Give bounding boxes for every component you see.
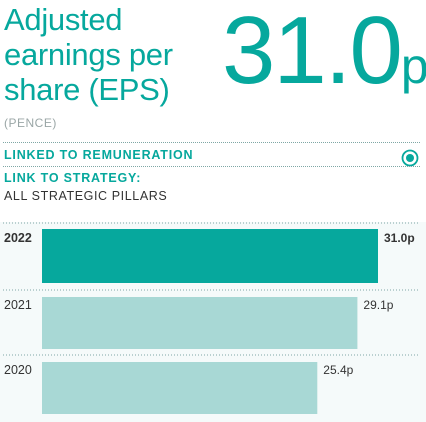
remuneration-label: LINKED TO REMUNERATION xyxy=(4,148,194,162)
chart-title: Adjusted earnings per share (EPS) xyxy=(4,2,173,107)
strategy-text: ALL STRATEGIC PILLARS xyxy=(4,189,168,203)
strategy-heading: LINK TO STRATEGY: xyxy=(4,171,142,185)
value-label-2020: 25.4p xyxy=(323,363,353,377)
headline-number: 31.0 xyxy=(222,0,403,104)
target-icon xyxy=(401,149,419,167)
value-label-2022: 31.0p xyxy=(384,231,415,245)
category-label-2020: 2020 xyxy=(4,363,32,377)
headline-value: 31.0p xyxy=(222,0,426,121)
divider xyxy=(3,166,420,167)
divider xyxy=(3,142,420,143)
category-label-2022: 2022 xyxy=(4,231,32,245)
headline-unit: p xyxy=(400,38,426,94)
bar-2020 xyxy=(42,362,318,414)
unit-label: (PENCE) xyxy=(4,116,57,130)
value-label-2021: 29.1p xyxy=(363,298,393,312)
bar-chart: 2022 31.0p 2021 29.1p 2020 25.4p xyxy=(3,222,420,414)
bar-2022 xyxy=(42,229,378,283)
bar-2021 xyxy=(42,297,358,349)
category-label-2021: 2021 xyxy=(4,298,32,312)
